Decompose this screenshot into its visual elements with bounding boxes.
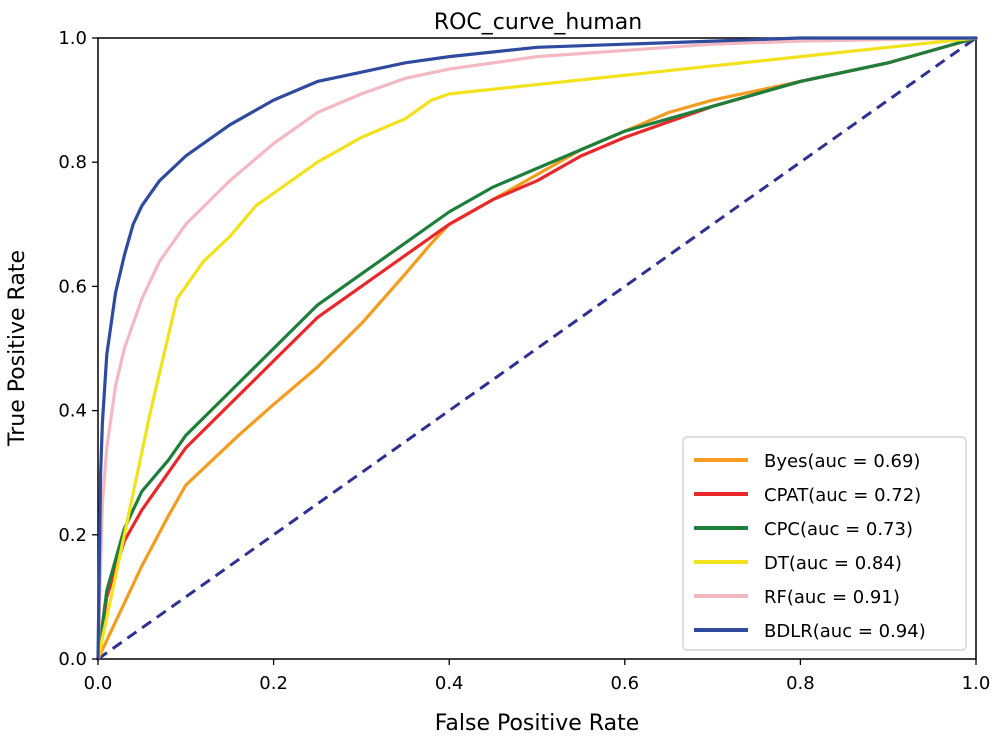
legend-label: CPAT(auc = 0.72) xyxy=(764,485,921,506)
legend-item: CPAT(auc = 0.72) xyxy=(694,485,921,506)
x-tick-label: 0.4 xyxy=(435,673,464,694)
y-tick-label: 0.8 xyxy=(58,152,87,173)
x-tick-label: 0.8 xyxy=(786,673,815,694)
series-line-byes xyxy=(96,36,978,661)
legend: Byes(auc = 0.69) CPAT(auc = 0.72) CPC(auc … xyxy=(682,436,967,651)
y-axis-ticks: 0.0 0.2 0.4 0.6 0.8 1.0 xyxy=(58,28,98,670)
x-axis-label: False Positive Rate xyxy=(435,711,639,736)
legend-frame xyxy=(682,436,967,651)
legend-item: CPC(auc = 0.73) xyxy=(694,519,913,540)
series-line-bdlr xyxy=(96,36,978,661)
y-tick-label: 1.0 xyxy=(58,28,87,49)
series-line-dt xyxy=(96,36,978,661)
legend-items: Byes(auc = 0.69) CPAT(auc = 0.72) CPC(auc … xyxy=(694,451,926,642)
y-tick-label: 0.6 xyxy=(58,276,87,297)
series-line-cpc xyxy=(96,36,978,661)
x-axis-ticks: 0.0 0.2 0.4 0.6 0.8 1.0 xyxy=(84,659,991,694)
legend-item: Byes(auc = 0.69) xyxy=(694,451,920,472)
legend-label: RF(auc = 0.91) xyxy=(764,587,900,608)
legend-item: BDLR(auc = 0.94) xyxy=(694,621,926,642)
legend-item: DT(auc = 0.84) xyxy=(694,553,902,574)
y-axis-label: True Positive Rate xyxy=(5,250,30,447)
chart-title: ROC_curve_human xyxy=(434,10,642,35)
legend-label: BDLR(auc = 0.94) xyxy=(764,621,926,642)
x-tick-label: 1.0 xyxy=(962,673,991,694)
series-layer xyxy=(96,36,978,661)
y-tick-label: 0.4 xyxy=(58,401,87,422)
y-tick-label: 0.2 xyxy=(58,525,87,546)
x-tick-label: 0.0 xyxy=(84,673,113,694)
plot-area xyxy=(96,36,978,661)
x-tick-label: 0.2 xyxy=(259,673,288,694)
legend-label: DT(auc = 0.84) xyxy=(764,553,902,574)
legend-label: Byes(auc = 0.69) xyxy=(764,451,920,472)
x-tick-label: 0.6 xyxy=(610,673,639,694)
series-line-rf xyxy=(96,36,978,661)
legend-label: CPC(auc = 0.73) xyxy=(764,519,913,540)
legend-item: RF(auc = 0.91) xyxy=(694,587,900,608)
y-tick-label: 0.0 xyxy=(58,649,87,670)
